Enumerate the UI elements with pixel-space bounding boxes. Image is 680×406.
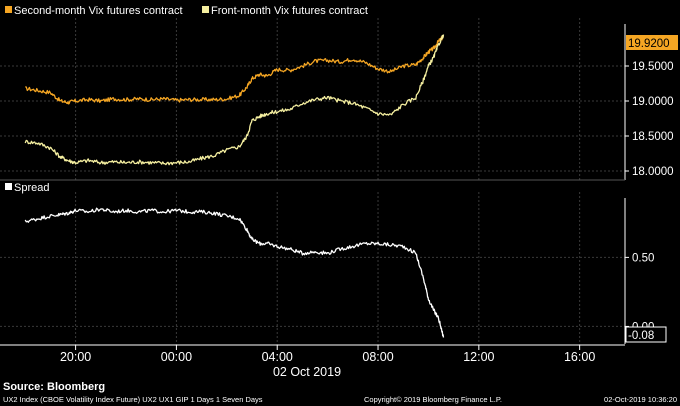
x-axis: 20:00 00:00 04:00 08:00 12:00 16:00 02 Oct 20… <box>0 344 625 379</box>
bottom-last-value-badge: -0.08 <box>625 326 667 343</box>
x-tick-label-1: 00:00 <box>161 350 192 364</box>
top-last-value-badge: 19.9200 <box>626 35 678 50</box>
top-series-line-1 <box>24 34 445 166</box>
bottom-legend: Spread <box>5 182 49 194</box>
top-legend: Second-month Vix futures contract Front-… <box>5 5 368 17</box>
bottom-last-value-box <box>625 326 667 343</box>
x-tick-label-3: 08:00 <box>362 350 393 364</box>
bottom-panel: 0.500.00 Spread -0.08 <box>0 182 667 345</box>
top-ytick-label-3: 19.5000 <box>632 61 674 73</box>
top-y-ticks: 18.0000 18.5000 19.0000 19.5000 <box>625 61 674 178</box>
x-tick-label-5: 16:00 <box>564 350 595 364</box>
source-label: Source: Bloomberg <box>3 381 105 393</box>
bottom-ytick-label-0: 0.50 <box>632 252 654 264</box>
top-last-value-label: 19.9200 <box>628 38 670 50</box>
footer-description: UX2 Index (CBOE Volatility Index Future)… <box>3 395 263 404</box>
x-tick-label-0: 20:00 <box>60 350 91 364</box>
top-series-line-0 <box>25 35 444 105</box>
legend-label-second-month: Second-month Vix futures contract <box>14 5 183 17</box>
legend-swatch-spread <box>5 183 12 190</box>
top-series <box>24 34 445 166</box>
x-axis-date-label: 02 Oct 2019 <box>273 365 341 379</box>
x-ticks: 20:00 00:00 04:00 08:00 12:00 16:00 <box>60 345 595 364</box>
bottom-grid <box>0 192 625 345</box>
top-ytick-label-2: 19.0000 <box>632 96 674 108</box>
footer: Source: Bloomberg UX2 Index (CBOE Volati… <box>3 381 677 404</box>
footer-timestamp: 02-Oct-2019 10:36:20 <box>604 395 677 404</box>
top-ytick-label-1: 18.5000 <box>632 131 674 143</box>
legend-swatch-front-month <box>202 6 209 13</box>
bottom-last-value-label: -0.08 <box>628 330 654 342</box>
top-panel: 18.0000 18.5000 19.0000 19.5000 Second-mont… <box>0 0 678 185</box>
legend-swatch-second-month <box>5 6 12 13</box>
top-panel-background <box>0 0 625 185</box>
bottom-series-line-0 <box>24 207 445 338</box>
x-tick-label-4: 12:00 <box>463 350 494 364</box>
x-tick-label-2: 04:00 <box>262 350 293 364</box>
bottom-y-ticks: 0.500.00 <box>625 252 654 333</box>
top-ytick-label-0: 18.0000 <box>632 166 674 178</box>
bottom-series <box>24 207 445 338</box>
legend-label-spread: Spread <box>14 182 49 194</box>
top-last-value-box <box>626 35 678 50</box>
legend-label-front-month: Front-month Vix futures contract <box>211 5 368 17</box>
footer-copyright: Copyright© 2019 Bloomberg Finance L.P. <box>364 395 502 404</box>
